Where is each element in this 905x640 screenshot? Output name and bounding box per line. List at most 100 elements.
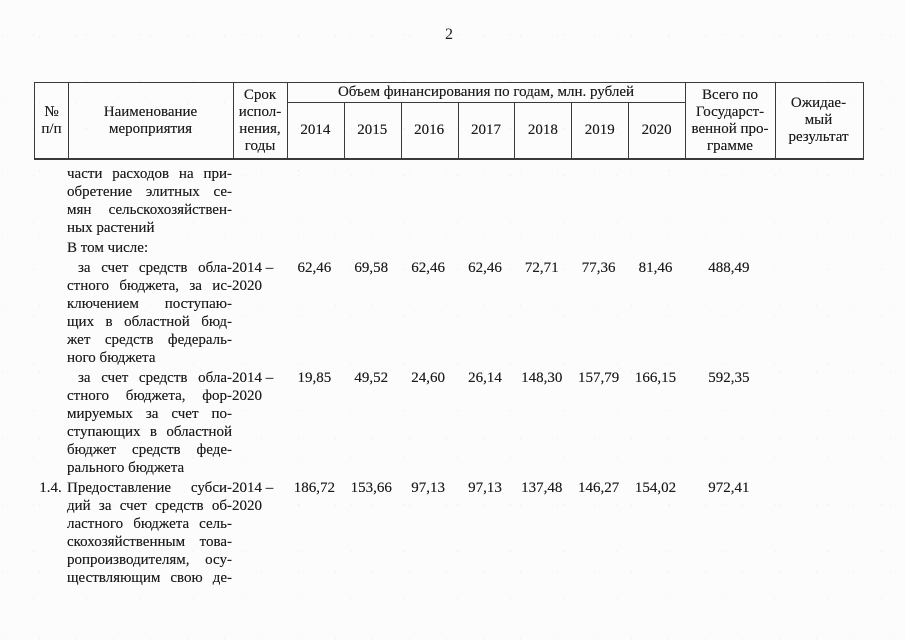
year-value: 97,13 <box>468 480 502 496</box>
table-row: за счет средств обла-стного бюджета, за … <box>34 259 864 367</box>
column-header-result: Ожидае-мый результат <box>775 83 862 158</box>
header-line: испол- <box>238 103 282 120</box>
year-column-header: 2014 <box>287 103 344 158</box>
table-row: части расходов на при-обретение элитных … <box>34 165 864 237</box>
header-line: грамме <box>707 137 753 154</box>
year-value: 77,36 <box>581 260 616 276</box>
header-line: Всего по <box>701 86 759 103</box>
year-value: 62,46 <box>468 260 502 276</box>
activity-name: за счет средств обла-стного бюджета, фор… <box>67 369 232 477</box>
activity-name-line: ключением поступаю- <box>67 296 232 312</box>
column-header-name: Наименование мероприятия <box>68 83 233 158</box>
activity-name-line: скохозяйственным това- <box>67 534 232 550</box>
years-header-row: 2014 2015 2016 2017 2018 2019 2020 <box>287 103 685 158</box>
years-group: Объем финансирования по годам, млн. рубл… <box>287 83 685 158</box>
execution-period: 2014 – 2020 <box>232 369 286 405</box>
activity-name-line: бюджет средств феде- <box>67 442 232 458</box>
activity-name: Предоставление субси-дий за счет средств… <box>67 479 232 587</box>
year-value: 186,72 <box>293 480 336 496</box>
year-value: 153,66 <box>350 480 392 496</box>
years-group-header: Объем финансирования по годам, млн. рубл… <box>287 83 685 103</box>
period-line: 2020 <box>232 278 262 294</box>
year-column-header: 2016 <box>401 103 458 158</box>
activity-name-line: стного бюджета, фор- <box>67 388 232 404</box>
activity-name-line: обретение элитных се- <box>67 184 232 200</box>
header-line: мероприятия <box>108 120 193 137</box>
header-line: Государст- <box>695 103 765 120</box>
column-header-total: Всего по Государст-венной про-грамме <box>685 83 775 158</box>
year-value: 166,15 <box>634 370 677 386</box>
activity-name-line: ластного бюджета сель- <box>67 516 232 532</box>
year-column-header: 2018 <box>514 103 571 158</box>
year-value: 137,48 <box>521 480 563 496</box>
page-number: 2 <box>445 26 453 43</box>
year-column-header: 2015 <box>344 103 401 158</box>
year-value: 26,14 <box>468 370 502 386</box>
activity-name-line: жет средств федераль- <box>67 332 232 348</box>
activity-name: за счет средств обла-стного бюджета, за … <box>67 259 232 367</box>
year-value: 62,46 <box>411 260 445 276</box>
total-value: 488,49 <box>708 260 750 276</box>
header-line: п/п <box>41 120 62 137</box>
total-value: 972,41 <box>708 480 750 496</box>
table-row: В том числе: <box>34 239 864 257</box>
activity-name-line: ропроизводителям, осу- <box>67 552 232 568</box>
header-line: Наименование <box>103 103 198 120</box>
header-line: Срок <box>243 86 277 103</box>
financing-table: № п/п Наименование мероприятия Срок испол-н… <box>34 82 864 587</box>
period-line: 2014 – <box>232 370 274 386</box>
row-number: 1.4. <box>39 480 62 496</box>
year-value: 72,71 <box>524 260 559 276</box>
year-value: 148,30 <box>521 370 563 386</box>
year-value: 62,46 <box>297 260 332 276</box>
column-header-num: № п/п <box>35 83 68 158</box>
execution-period: 2014 – 2020 <box>232 479 286 515</box>
header-line: мый <box>804 112 833 128</box>
year-value: 157,79 <box>578 370 620 386</box>
activity-name-line: В том числе: <box>67 240 149 256</box>
activity-name-line: за счет средств обла- <box>78 370 232 386</box>
activity-name-line: ществляющим свою де- <box>67 570 232 586</box>
year-column-header: 2019 <box>571 103 628 158</box>
header-line: годы <box>244 137 276 154</box>
activity-name-line: стного бюджета, за ис- <box>67 278 232 294</box>
activity-name-line: ступающих в областной <box>67 424 232 440</box>
activity-name-line: мян сельскохозяйствен- <box>67 202 232 218</box>
activity-name-line: части расходов на при- <box>67 166 232 182</box>
activity-name-line: рального бюджета <box>67 460 185 476</box>
year-value: 146,27 <box>578 480 620 496</box>
table-body: части расходов на при-обретение элитных … <box>34 165 864 587</box>
header-line: № <box>44 103 59 120</box>
activity-name: части расходов на при-обретение элитных … <box>67 165 232 237</box>
header-line: нения, <box>239 120 281 137</box>
year-column-header: 2017 <box>458 103 515 158</box>
period-line: 2014 – <box>232 480 274 496</box>
period-line: 2020 <box>232 388 262 404</box>
year-value: 19,85 <box>297 370 332 386</box>
header-line: результат <box>788 129 849 145</box>
year-value: 24,60 <box>411 370 445 386</box>
table-row: за счет средств обла-стного бюджета, фор… <box>34 369 864 477</box>
year-value: 154,02 <box>634 480 677 496</box>
year-value: 69,58 <box>354 260 389 276</box>
table-row: 1.4. Предоставление субси-дий за счет сре… <box>34 479 864 587</box>
activity-name-line: за счет средств обла- <box>78 260 232 276</box>
activity-name-line: мируемых за счет по- <box>67 406 232 422</box>
table-header: № п/п Наименование мероприятия Срок испол-н… <box>34 82 864 160</box>
activity-name-line: ного бюджета <box>67 350 156 366</box>
period-line: 2020 <box>232 498 262 514</box>
activity-name-line: Предоставление субси- <box>67 480 232 496</box>
year-value: 81,46 <box>638 260 673 276</box>
column-header-period: Срок испол-нения, годы <box>233 83 287 158</box>
year-column-header: 2020 <box>641 122 672 138</box>
period-line: 2014 – <box>232 260 274 276</box>
year-value: 49,52 <box>354 370 389 386</box>
header-line: Ожидае- <box>790 95 847 111</box>
activity-name-line: ных растений <box>67 220 155 236</box>
year-value: 97,13 <box>411 480 445 496</box>
total-value: 592,35 <box>708 370 750 386</box>
activity-name-line: дий за счет средств об- <box>67 498 232 514</box>
execution-period: 2014 – 2020 <box>232 259 286 295</box>
activity-name: В том числе: <box>67 239 232 257</box>
